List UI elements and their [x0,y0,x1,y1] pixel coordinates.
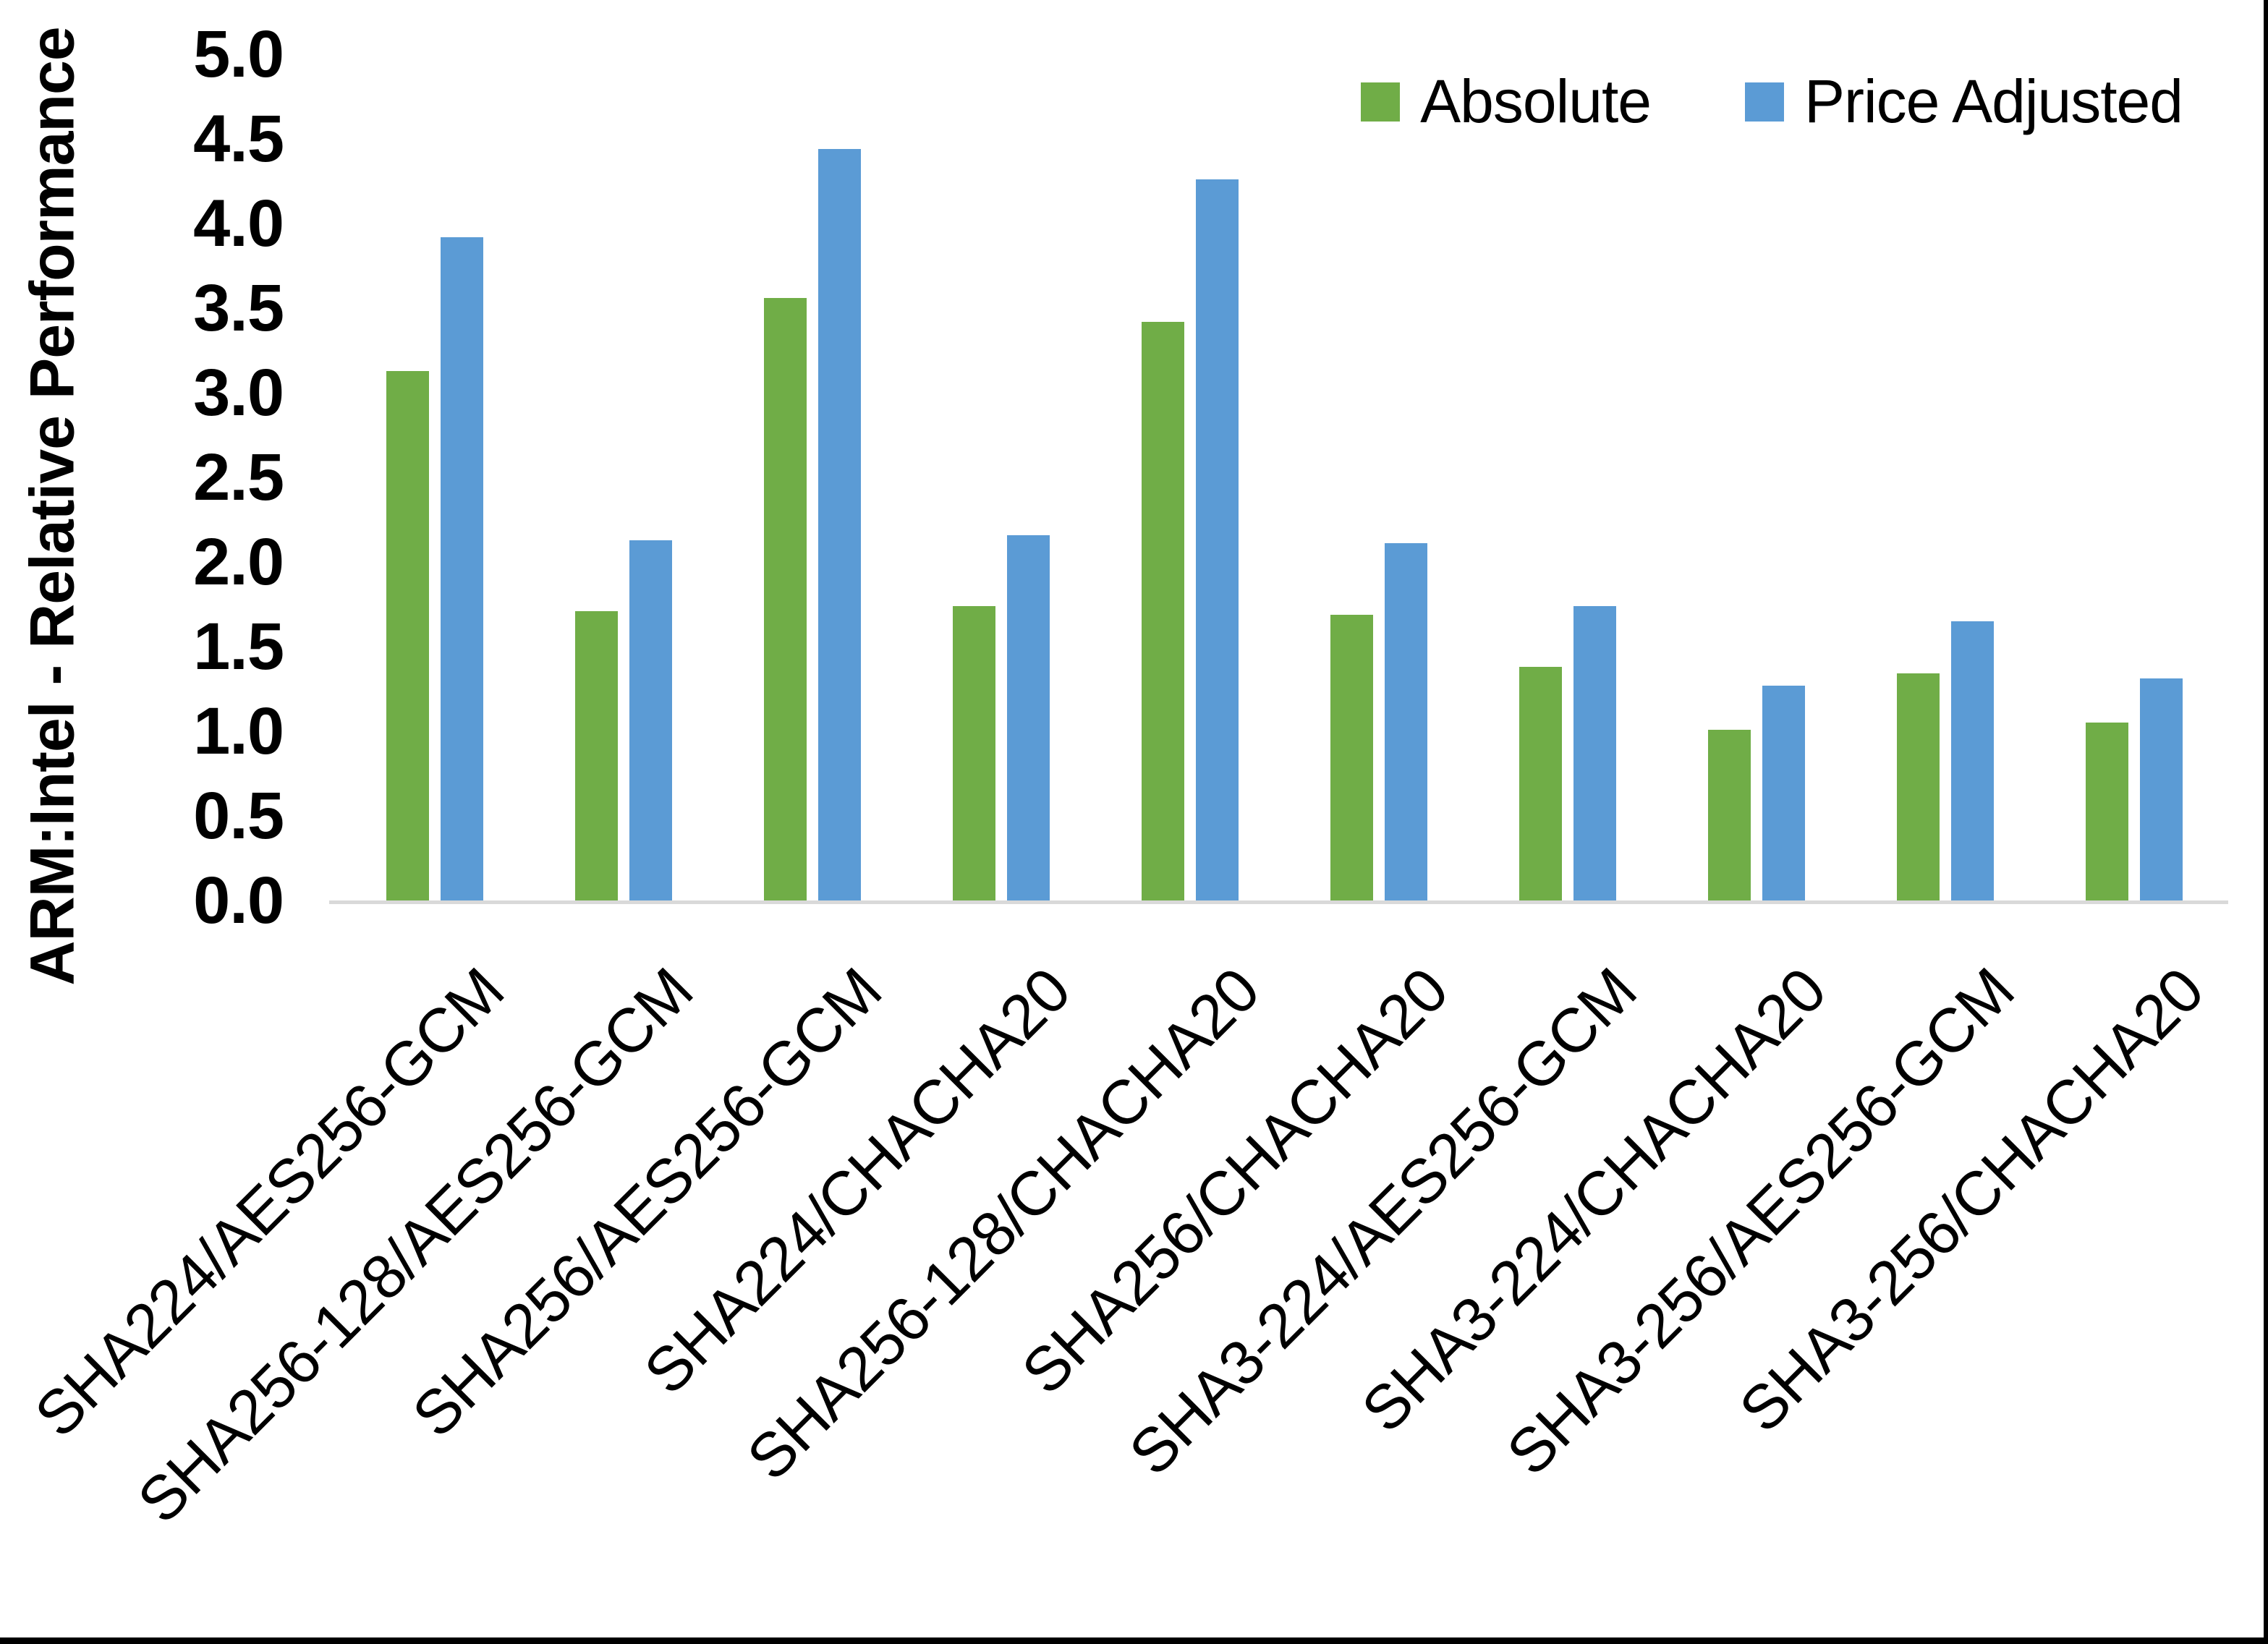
y-tick-label-4.0: 4.0 [193,187,284,260]
y-tick-label-3.0: 3.0 [193,356,284,430]
bar-price-adjusted-3 [1007,535,1050,900]
x-axis-line [329,900,2228,904]
bar-price-adjusted-9 [2140,678,2183,900]
bar-price-adjusted-7 [1762,686,1805,900]
bar-price-adjusted-4 [1196,179,1239,900]
y-tick-label-4.5: 4.5 [193,102,284,176]
bar-absolute-5 [1330,615,1373,900]
y-tick-label-3.5: 3.5 [193,271,284,345]
bar-absolute-4 [1142,322,1184,900]
y-tick-label-1.0: 1.0 [193,694,284,768]
bar-absolute-0 [386,371,429,900]
bar-price-adjusted-8 [1951,621,1994,900]
legend-item-absolute: Absolute [1361,67,1652,137]
bar-absolute-6 [1519,667,1562,900]
y-tick-label-0.5: 0.5 [193,779,284,853]
y-tick-label-1.5: 1.5 [193,610,284,683]
bar-price-adjusted-2 [818,149,861,900]
bar-price-adjusted-5 [1385,543,1427,900]
legend: Absolute Price Adjusted [1361,67,2183,137]
legend-label: Absolute [1420,67,1652,135]
legend-swatch-icon [1361,82,1401,122]
y-tick-label-0.0: 0.0 [193,864,284,937]
y-tick-label-5.0: 5.0 [193,17,284,91]
bar-absolute-1 [575,611,618,900]
legend-swatch-icon [1745,82,1785,122]
bar-absolute-3 [953,606,995,900]
bar-absolute-8 [1897,673,1940,900]
bar-price-adjusted-1 [629,540,672,900]
y-tick-label-2.0: 2.0 [193,525,284,599]
bar-absolute-9 [2086,723,2128,900]
bar-absolute-2 [764,298,807,900]
bar-price-adjusted-6 [1573,606,1616,900]
y-tick-label-2.5: 2.5 [193,440,284,514]
bar-price-adjusted-0 [441,237,483,900]
bar-absolute-7 [1708,730,1751,900]
legend-item-price-adjusted: Price Adjusted [1745,67,2183,137]
legend-label: Price Adjusted [1804,67,2183,135]
